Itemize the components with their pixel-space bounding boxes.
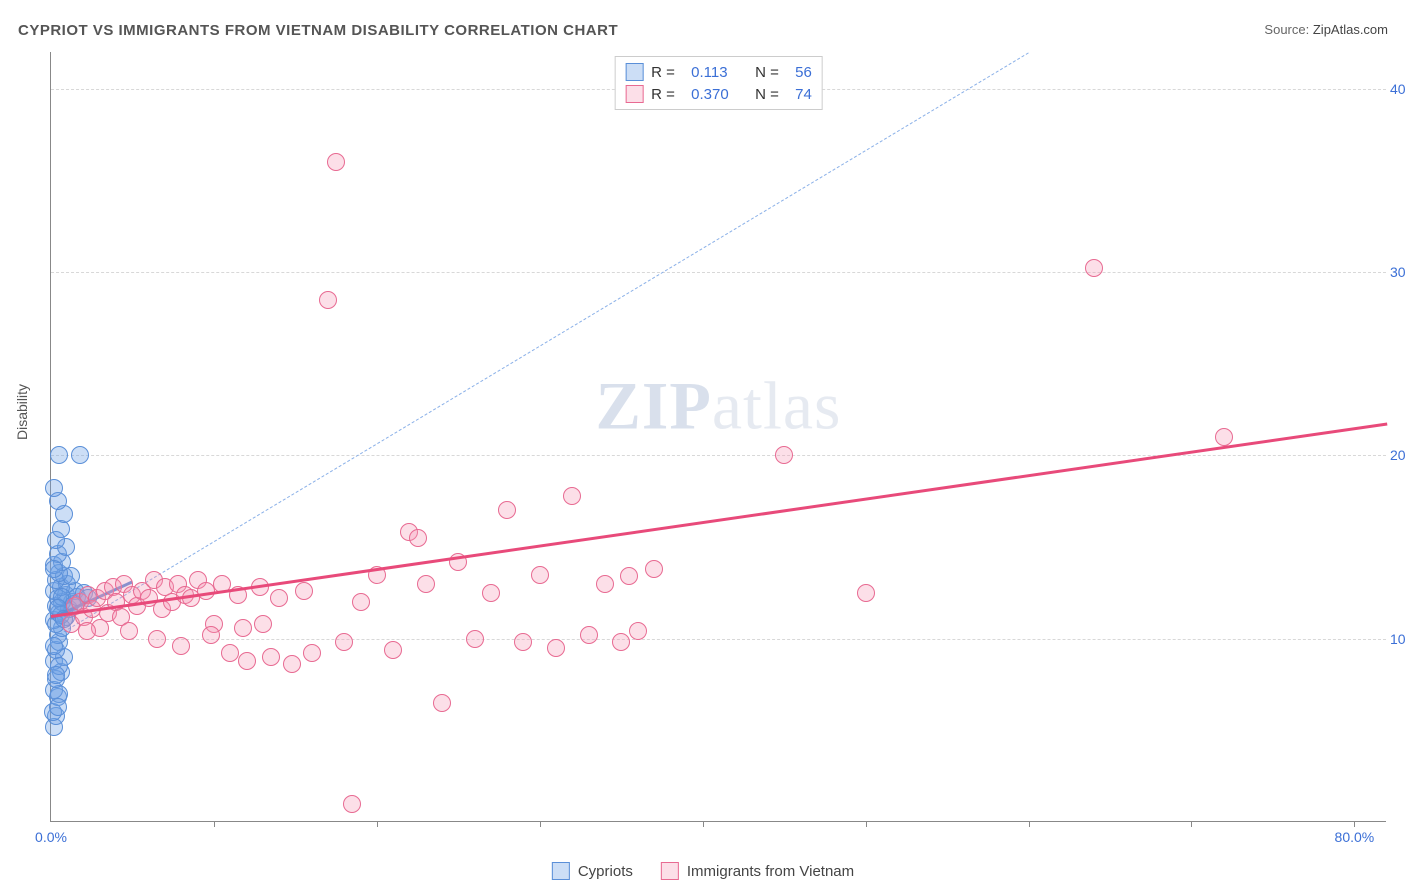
scatter-point bbox=[234, 619, 252, 637]
x-tick-mark bbox=[1354, 821, 1355, 827]
watermark-bold: ZIP bbox=[596, 367, 712, 443]
y-tick-label: 20.0% bbox=[1390, 447, 1406, 463]
scatter-point bbox=[343, 795, 361, 813]
scatter-point bbox=[335, 633, 353, 651]
scatter-point bbox=[857, 584, 875, 602]
scatter-point bbox=[409, 529, 427, 547]
x-tick-mark bbox=[1029, 821, 1030, 827]
scatter-point bbox=[596, 575, 614, 593]
legend-n-label: N = bbox=[755, 64, 787, 81]
scatter-point bbox=[262, 648, 280, 666]
scatter-point bbox=[47, 666, 65, 684]
legend-r-label: R = bbox=[651, 86, 683, 103]
legend-label: Cypriots bbox=[578, 863, 633, 880]
watermark-rest: atlas bbox=[712, 367, 842, 443]
y-axis-label: Disability bbox=[14, 384, 30, 440]
x-tick-label: 0.0% bbox=[35, 829, 67, 845]
legend-label: Immigrants from Vietnam bbox=[687, 863, 854, 880]
x-tick-mark bbox=[214, 821, 215, 827]
x-tick-label: 80.0% bbox=[1335, 829, 1375, 845]
scatter-point bbox=[384, 641, 402, 659]
scatter-point bbox=[78, 622, 96, 640]
scatter-point bbox=[45, 637, 63, 655]
scatter-point bbox=[270, 589, 288, 607]
x-tick-mark bbox=[377, 821, 378, 827]
legend-swatch bbox=[625, 85, 643, 103]
scatter-point bbox=[283, 655, 301, 673]
scatter-point bbox=[50, 446, 68, 464]
x-tick-mark bbox=[866, 821, 867, 827]
scatter-point bbox=[202, 626, 220, 644]
chart-title: CYPRIOT VS IMMIGRANTS FROM VIETNAM DISAB… bbox=[18, 22, 618, 39]
trend-line bbox=[51, 422, 1387, 617]
scatter-point bbox=[45, 560, 63, 578]
scatter-point bbox=[466, 630, 484, 648]
scatter-point bbox=[580, 626, 598, 644]
gridline bbox=[51, 272, 1386, 273]
scatter-point bbox=[303, 644, 321, 662]
scatter-point bbox=[45, 479, 63, 497]
trend-line bbox=[51, 52, 1029, 640]
scatter-point bbox=[238, 652, 256, 670]
scatter-point bbox=[295, 582, 313, 600]
plot-area: ZIPatlas R =0.113N =56R =0.370N =74 10.0… bbox=[50, 52, 1386, 822]
scatter-point bbox=[254, 615, 272, 633]
scatter-point bbox=[49, 698, 67, 716]
scatter-point bbox=[71, 446, 89, 464]
scatter-point bbox=[1215, 428, 1233, 446]
legend-r-label: R = bbox=[651, 64, 683, 81]
legend-n-value: 56 bbox=[795, 64, 812, 81]
legend-swatch bbox=[625, 63, 643, 81]
legend-swatch bbox=[661, 862, 679, 880]
scatter-point bbox=[645, 560, 663, 578]
scatter-point bbox=[775, 446, 793, 464]
scatter-point bbox=[612, 633, 630, 651]
scatter-point bbox=[531, 566, 549, 584]
legend-stat-row: R = 0.370 N = 74 bbox=[625, 83, 812, 105]
scatter-point bbox=[629, 622, 647, 640]
watermark: ZIPatlas bbox=[596, 366, 842, 445]
legend-r-value: 0.370 bbox=[691, 86, 747, 103]
scatter-point bbox=[514, 633, 532, 651]
source-label: Source: bbox=[1264, 22, 1309, 37]
gridline bbox=[51, 455, 1386, 456]
x-tick-mark bbox=[1191, 821, 1192, 827]
scatter-point bbox=[563, 487, 581, 505]
scatter-point bbox=[1085, 259, 1103, 277]
scatter-point bbox=[417, 575, 435, 593]
legend-series: Cypriots Immigrants from Vietnam bbox=[552, 862, 854, 880]
y-tick-label: 10.0% bbox=[1390, 631, 1406, 647]
y-tick-label: 30.0% bbox=[1390, 264, 1406, 280]
x-tick-mark bbox=[703, 821, 704, 827]
scatter-point bbox=[148, 630, 166, 648]
y-tick-label: 40.0% bbox=[1390, 81, 1406, 97]
scatter-point bbox=[172, 637, 190, 655]
legend-item: Immigrants from Vietnam bbox=[661, 862, 854, 880]
scatter-point bbox=[498, 501, 516, 519]
legend-swatch bbox=[552, 862, 570, 880]
legend-n-label: N = bbox=[755, 86, 787, 103]
scatter-point bbox=[620, 567, 638, 585]
scatter-point bbox=[433, 694, 451, 712]
source-attribution: Source: ZipAtlas.com bbox=[1264, 22, 1388, 37]
scatter-point bbox=[352, 593, 370, 611]
legend-r-value: 0.113 bbox=[691, 64, 747, 81]
legend-item: Cypriots bbox=[552, 862, 633, 880]
scatter-point bbox=[547, 639, 565, 657]
scatter-point bbox=[120, 622, 138, 640]
gridline bbox=[51, 639, 1386, 640]
legend-stat-row: R = 0.113 N = 56 bbox=[625, 61, 812, 83]
scatter-point bbox=[319, 291, 337, 309]
legend-stats: R = 0.113 N = 56 R = 0.370 N = 74 bbox=[614, 56, 823, 110]
legend-n-value: 74 bbox=[795, 86, 812, 103]
scatter-point bbox=[482, 584, 500, 602]
x-tick-mark bbox=[540, 821, 541, 827]
scatter-point bbox=[327, 153, 345, 171]
source-value: ZipAtlas.com bbox=[1313, 22, 1388, 37]
